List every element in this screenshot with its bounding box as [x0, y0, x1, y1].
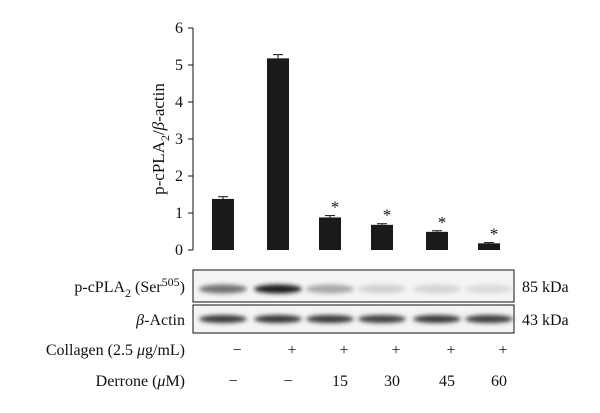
condition-label: Derrone (μM)	[96, 373, 185, 390]
y-axis-label: p-cPLA2/β-actin	[149, 83, 172, 195]
blot-band	[254, 315, 302, 323]
condition-label: Collagen (2.5 μg/mL)	[46, 342, 185, 359]
y-tick-label: 3	[175, 131, 183, 148]
blot-band	[306, 284, 354, 294]
western-blot: p-cPLA2 (Ser505) 85 kDa β-Actin 43 kDa	[74, 269, 569, 334]
y-axis: 0 1 2 3 4 5 6	[175, 20, 194, 259]
y-tick-label: 5	[175, 57, 183, 74]
blot-band	[465, 315, 513, 323]
y-tick-label: 4	[175, 94, 183, 111]
condition-value: 45	[439, 373, 455, 390]
blot-panel-beta-actin: β-Actin 43 kDa	[135, 304, 569, 334]
condition-value: 30	[384, 373, 400, 390]
condition-value: 15	[332, 373, 348, 390]
blot-band	[413, 315, 461, 323]
molecular-weight-label: 85 kDa	[522, 279, 569, 296]
condition-value: +	[446, 342, 455, 359]
bar	[267, 58, 289, 251]
blot-band	[254, 284, 302, 294]
y-tick-label: 6	[175, 20, 183, 37]
blot-panel-p-cpla2: p-cPLA2 (Ser505) 85 kDa	[74, 269, 569, 303]
bar	[478, 243, 500, 250]
blot-band	[199, 284, 247, 294]
blot-band	[358, 315, 406, 323]
treatment-conditions: Collagen (2.5 μg/mL) − + + + + + Derrone (μM) − −…	[46, 342, 508, 390]
y-tick-label: 0	[175, 242, 183, 259]
condition-value: +	[391, 342, 400, 359]
significance-marker: *	[438, 213, 447, 232]
condition-value: +	[498, 342, 507, 359]
y-tick-label: 1	[175, 205, 183, 222]
condition-value: +	[339, 342, 348, 359]
blot-band	[413, 284, 461, 294]
significance-marker: *	[383, 206, 392, 225]
bars-group: * * * *	[212, 54, 500, 251]
condition-row-collagen: Collagen (2.5 μg/mL) − + + + + +	[46, 342, 508, 359]
blot-band	[465, 284, 513, 294]
bar	[426, 231, 448, 250]
significance-marker: *	[490, 225, 499, 244]
bar	[212, 198, 234, 250]
condition-value: +	[287, 342, 296, 359]
blot-band	[306, 315, 354, 323]
significance-marker: *	[331, 198, 340, 217]
blot-band	[199, 315, 247, 323]
blot-frame	[192, 269, 515, 303]
bar	[371, 224, 393, 250]
condition-row-derrone: Derrone (μM) − − 15 30 45 60	[96, 373, 507, 390]
blot-label-p-cpla2: p-cPLA2 (Ser505)	[74, 275, 185, 300]
bar	[319, 217, 341, 250]
condition-value: −	[228, 373, 237, 390]
y-tick-label: 2	[175, 168, 183, 185]
molecular-weight-label: 43 kDa	[522, 312, 569, 329]
blot-band	[358, 284, 406, 294]
condition-value: −	[283, 373, 292, 390]
blot-label-beta-actin: β-Actin	[135, 312, 185, 329]
condition-value: −	[232, 342, 241, 359]
condition-value: 60	[491, 373, 507, 390]
